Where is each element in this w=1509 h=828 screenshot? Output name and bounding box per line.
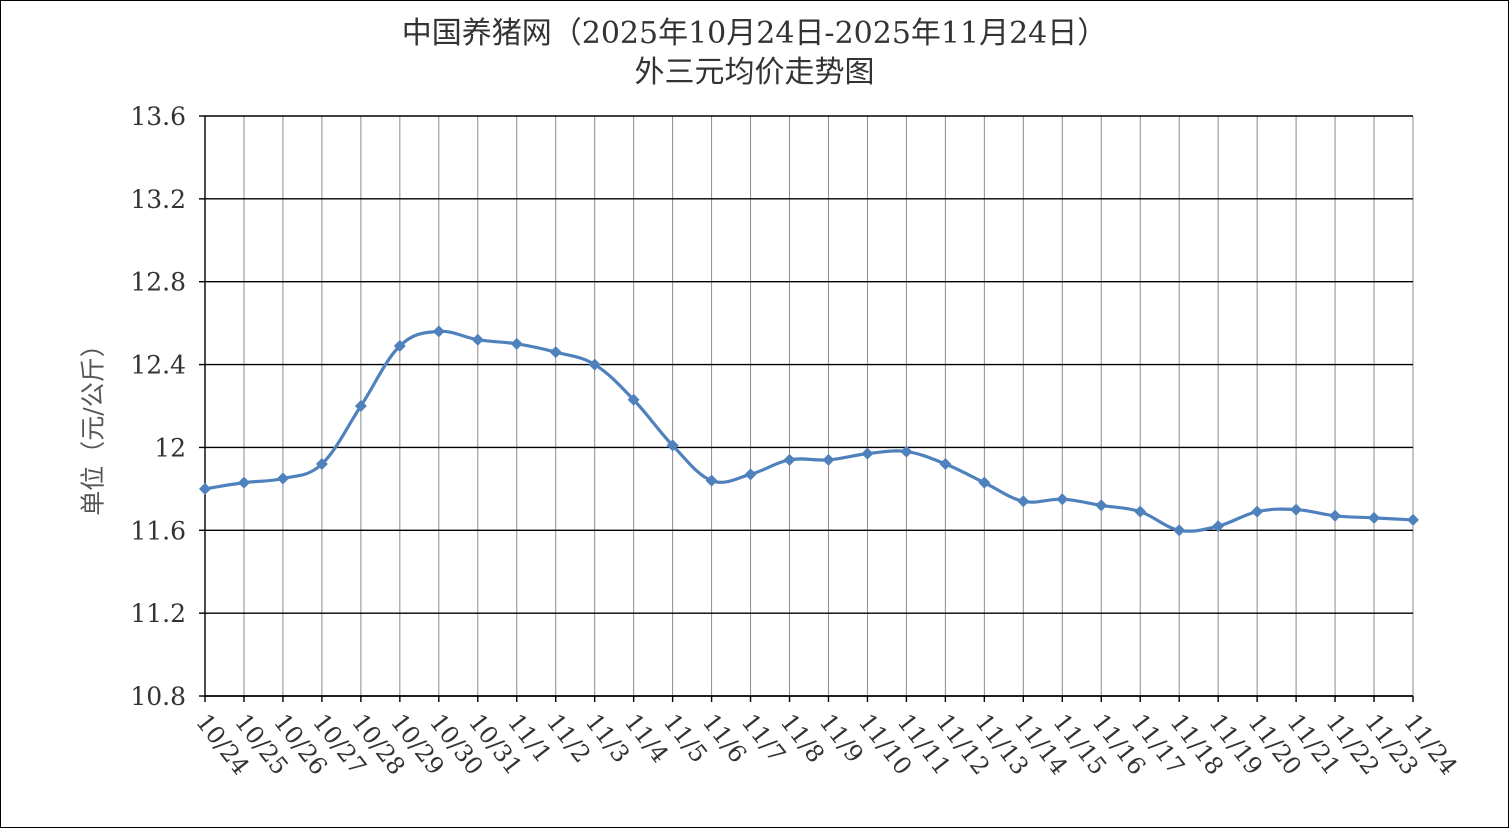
data-point-marker	[978, 476, 991, 489]
y-tick-label: 13.6	[130, 102, 186, 131]
y-tick-labels: 13.6 13.2 12.8 12.4 12 11.6 11.2 10.8	[130, 102, 186, 711]
vertical-gridlines	[204, 116, 1414, 696]
data-point-marker	[1173, 524, 1186, 537]
data-point-marker	[705, 474, 718, 487]
y-tick-label: 13.2	[130, 185, 186, 214]
chart-title-line1: 中国养猪网（2025年10月24日-2025年11月24日）	[401, 16, 1108, 51]
y-axis-label: 单位（元/公斤）	[79, 332, 108, 515]
data-point-marker	[588, 358, 601, 371]
x-tick-label: 11/3	[580, 708, 635, 768]
data-point-marker	[199, 482, 211, 495]
x-tick-label: 11/2	[541, 708, 596, 768]
data-point-marker	[1056, 493, 1069, 506]
chart-title: 中国养猪网（2025年10月24日-2025年11月24日） 外三元均价走势图	[0, 14, 1509, 92]
axes	[204, 116, 1413, 697]
data-point-marker	[276, 472, 289, 485]
data-point-marker	[861, 447, 874, 460]
data-point-marker	[237, 476, 250, 489]
data-point-marker	[666, 439, 679, 452]
y-tick-label: 11.6	[130, 516, 186, 545]
data-point-marker	[1290, 503, 1303, 516]
data-point-marker	[432, 325, 445, 338]
y-tick-label: 12.8	[130, 268, 186, 297]
data-point-marker	[900, 445, 913, 458]
data-point-marker	[354, 400, 367, 412]
x-tick-label: 11/4	[619, 708, 674, 768]
series-line	[204, 329, 1414, 533]
data-point-marker	[510, 337, 523, 350]
y-tick-label: 12	[154, 433, 186, 462]
x-tick-label: 11/5	[658, 708, 713, 768]
data-point-marker	[1095, 499, 1108, 512]
x-tick-label: 11/9	[814, 708, 869, 768]
data-point-marker	[1134, 505, 1147, 518]
data-point-marker	[1017, 495, 1030, 508]
data-point-marker	[1407, 513, 1419, 526]
data-point-marker	[783, 453, 796, 466]
x-tick-labels: 10/2410/2510/2610/2710/2810/2910/3010/31…	[190, 696, 1463, 780]
horizontal-gridlines	[199, 115, 1413, 697]
x-tick-label: 11/8	[775, 708, 830, 768]
data-point-marker	[549, 346, 562, 359]
data-point-marker	[822, 453, 835, 466]
series-layer	[199, 325, 1419, 537]
data-point-marker	[627, 393, 640, 406]
data-point-marker	[393, 339, 406, 352]
data-point-marker	[315, 458, 328, 470]
y-tick-label: 10.8	[130, 682, 186, 711]
chart-title-line2: 外三元均价走势图	[634, 55, 875, 90]
data-point-marker	[471, 333, 484, 346]
y-tick-label: 12.4	[130, 351, 186, 380]
y-tick-label: 11.2	[130, 599, 186, 628]
data-point-marker	[1251, 505, 1264, 518]
data-point-marker	[1329, 509, 1342, 522]
data-point-marker	[1212, 520, 1225, 533]
x-tick-label: 11/6	[697, 708, 752, 768]
data-point-marker	[1368, 511, 1381, 524]
x-tick-label: 11/7	[736, 708, 791, 768]
data-point-marker	[939, 458, 952, 470]
data-point-marker	[744, 468, 757, 481]
